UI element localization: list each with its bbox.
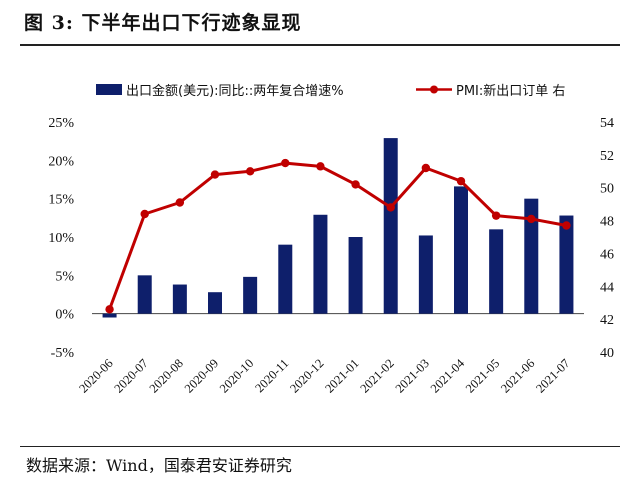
bar [137, 275, 152, 314]
right-tick-label: 44 [600, 280, 614, 295]
left-tick-label: 10% [48, 231, 74, 246]
legend-line-marker [430, 85, 438, 94]
right-tick-label: 40 [600, 346, 614, 361]
pmi-point [386, 203, 395, 212]
figure-title: 图 3: 下半年出口下行迹象显现 [24, 12, 302, 34]
x-tick-label: 2021-07 [533, 356, 572, 395]
source-note: 数据来源：Wind，国泰君安证券研究 [26, 456, 292, 475]
bar-series [102, 138, 574, 318]
left-axis-ticks: -5% 0% 5% 10% 15% 20% 25% [48, 116, 74, 361]
bar [524, 198, 539, 314]
right-tick-label: 46 [600, 247, 614, 262]
left-tick-label: 20% [48, 154, 74, 169]
line-series [105, 158, 571, 314]
chart: 出口金额(美元):同比::两年复合增速% PMI:新出口订单 右 -5% 0% 5%… [48, 83, 614, 396]
right-tick-label: 54 [600, 116, 614, 131]
legend-bar-swatch [96, 84, 122, 95]
x-tick-label: 2021-03 [393, 356, 432, 395]
pmi-point [281, 158, 290, 168]
bar [418, 235, 433, 314]
top-rule [20, 44, 620, 46]
x-tick-label: 2021-04 [428, 356, 468, 396]
bar [278, 244, 293, 314]
x-tick-label: 2020-12 [287, 356, 326, 395]
left-tick-label: 15% [48, 193, 74, 208]
bar [559, 215, 574, 314]
bar [313, 214, 328, 314]
pmi-point [210, 170, 220, 179]
pmi-point [105, 305, 114, 314]
pmi-point [245, 167, 255, 176]
left-tick-label: 0% [55, 308, 74, 323]
x-tick-label: 2021-02 [357, 356, 396, 395]
x-tick-label: 2021-06 [498, 356, 537, 395]
bar [208, 292, 222, 314]
bottom-rule [20, 446, 620, 447]
pmi-point [351, 180, 360, 189]
right-tick-label: 50 [600, 182, 614, 197]
x-tick-label: 2020-11 [252, 356, 291, 395]
pmi-point [491, 211, 501, 220]
right-tick-label: 42 [600, 313, 614, 328]
x-tick-label: 2020-06 [76, 356, 115, 395]
legend-bar-label: 出口金额(美元):同比::两年复合增速% [126, 83, 344, 99]
right-tick-label: 52 [600, 149, 614, 164]
x-tick-label: 2021-05 [463, 356, 502, 395]
pmi-point [421, 163, 431, 173]
right-axis-ticks: 40 42 44 46 48 50 52 54 [600, 116, 614, 361]
bar [102, 313, 117, 318]
left-tick-label: -5% [51, 346, 75, 361]
bar [489, 229, 504, 314]
x-tick-label: 2020-09 [182, 356, 221, 395]
pmi-point [456, 176, 466, 186]
pmi-line [108, 161, 567, 310]
right-tick-label: 48 [600, 215, 614, 230]
pmi-point [175, 198, 185, 207]
pmi-point [562, 221, 571, 230]
bar [348, 237, 363, 314]
pmi-point [527, 214, 536, 224]
legend-line-label: PMI:新出口订单 右 [456, 83, 565, 99]
bar [243, 276, 258, 314]
x-tick-label: 2021-01 [322, 356, 361, 395]
x-axis-ticks: 2020-062020-072020-082020-092020-102020-… [76, 356, 572, 396]
left-tick-label: 25% [48, 116, 74, 131]
bar [454, 186, 468, 314]
x-tick-label: 2020-08 [147, 356, 186, 395]
legend: 出口金额(美元):同比::两年复合增速% PMI:新出口订单 右 [96, 83, 565, 99]
bar [172, 284, 187, 314]
pmi-point [316, 162, 325, 171]
bar [383, 138, 398, 314]
x-tick-label: 2020-10 [217, 356, 256, 395]
left-tick-label: 5% [55, 269, 74, 284]
x-tick-label: 2020-07 [111, 356, 150, 395]
pmi-point [140, 209, 149, 219]
